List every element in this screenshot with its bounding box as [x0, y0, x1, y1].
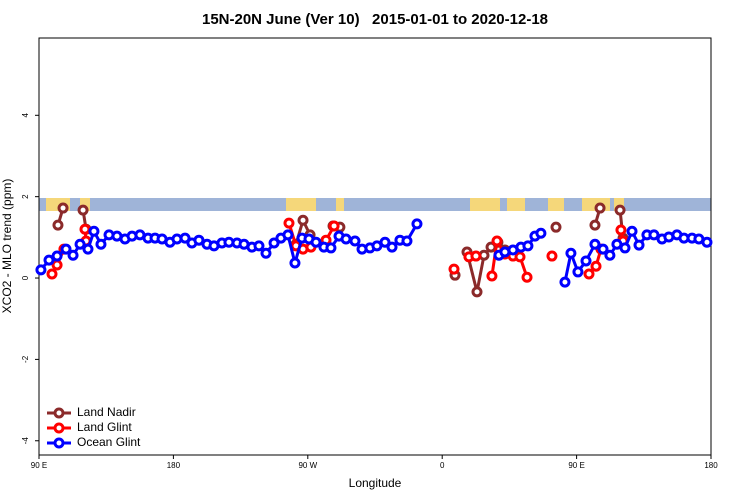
y-tick-label: 4 [21, 113, 30, 118]
data-point [594, 202, 606, 214]
data-point [559, 276, 571, 288]
data-point [282, 229, 294, 241]
y-tick-label: 2 [21, 194, 30, 199]
data-point [386, 241, 398, 253]
plot-frame [38, 37, 712, 456]
data-point [550, 221, 562, 233]
data-point [325, 242, 337, 254]
data-point [597, 243, 609, 255]
data-point [82, 243, 94, 255]
data-point [253, 240, 265, 252]
data-point [77, 204, 89, 216]
data-point [67, 249, 79, 261]
data-point [79, 223, 91, 235]
legend-marker [53, 422, 65, 434]
x-tick-label: 90 E [568, 461, 584, 470]
data-point [470, 250, 482, 262]
data-point [95, 238, 107, 250]
data-point [179, 232, 191, 244]
series [35, 218, 713, 288]
data-point [349, 235, 361, 247]
legend-label: Ocean Glint [77, 435, 141, 449]
data-point [60, 243, 72, 255]
y-tick-label: 0 [21, 275, 30, 280]
data-point [51, 259, 63, 271]
x-axis-label: Longitude [349, 476, 402, 490]
data-point [633, 239, 645, 251]
data-point [46, 268, 58, 280]
data-point [522, 240, 534, 252]
data-point [448, 263, 460, 275]
data-point [615, 224, 627, 236]
data-point [619, 242, 631, 254]
data-point [289, 257, 301, 269]
ocean-strip [39, 198, 711, 211]
data-point [604, 249, 616, 261]
data-point [701, 236, 713, 248]
x-tick-label: 90 E [31, 461, 47, 470]
data-point [491, 235, 503, 247]
y-tick-label: -4 [21, 437, 30, 445]
data-point [52, 219, 64, 231]
data-point [88, 225, 100, 237]
data-point [268, 237, 280, 249]
chart-title: 15N-20N June (Ver 10) 2015-01-01 to 2020… [202, 11, 548, 28]
data-point [546, 250, 558, 262]
data-point [260, 247, 272, 259]
y-tick-label: -2 [21, 355, 30, 363]
data-point [521, 271, 533, 283]
data-point [35, 264, 47, 276]
data-point [590, 260, 602, 272]
data-point [589, 219, 601, 231]
data-point [648, 229, 660, 241]
data-point [297, 214, 309, 226]
data-point [51, 250, 63, 262]
data-point [411, 218, 423, 230]
data-point [57, 202, 69, 214]
x-tick-label: 180 [167, 461, 181, 470]
data-point [328, 220, 340, 232]
data-point [193, 234, 205, 246]
y-axis-label: XCO2 - MLO trend (ppm) [0, 179, 14, 314]
data-point [471, 286, 483, 298]
legend-label: Land Glint [77, 420, 132, 434]
legend-marker [53, 407, 65, 419]
data-point [614, 204, 626, 216]
data-point [583, 268, 595, 280]
x-tick-label: 0 [440, 461, 445, 470]
data-point [379, 236, 391, 248]
data-point [589, 238, 601, 250]
data-point [626, 225, 638, 237]
legend-label: Land Nadir [77, 405, 136, 419]
data-point [310, 236, 322, 248]
data-point [43, 254, 55, 266]
x-tick-label: 90 W [298, 461, 317, 470]
legend-marker [53, 437, 65, 449]
x-tick-label: 180 [704, 461, 718, 470]
data-point [74, 238, 86, 250]
data-point [486, 270, 498, 282]
land-mask [39, 198, 711, 211]
data-point [401, 235, 413, 247]
data-point [535, 227, 547, 239]
data-point [340, 233, 352, 245]
data-point [514, 251, 526, 263]
data-point [580, 255, 592, 267]
data-point [572, 266, 584, 278]
data-point [565, 247, 577, 259]
data-point [283, 217, 295, 229]
